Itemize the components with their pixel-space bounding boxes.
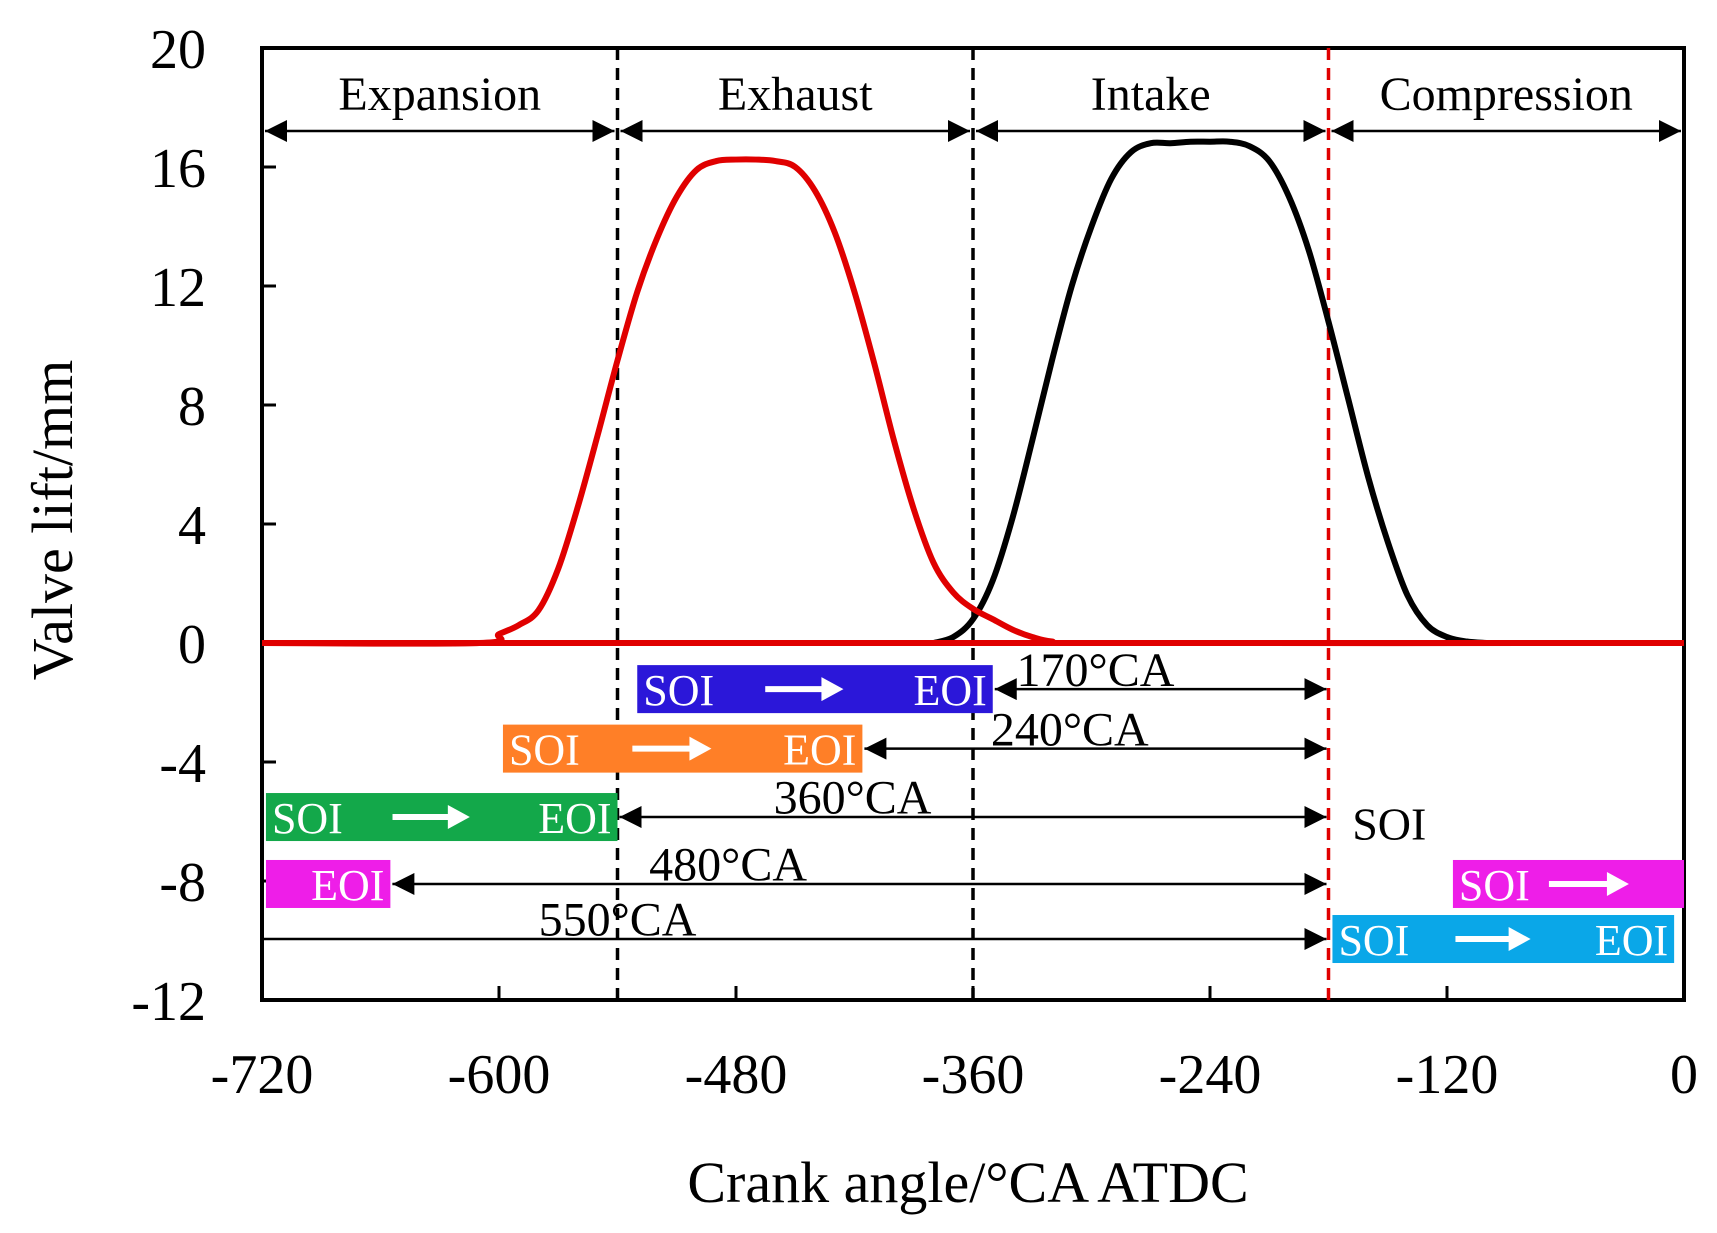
x-tick-label: -240 bbox=[1159, 1044, 1262, 1106]
phase-label: Exhaust bbox=[718, 68, 873, 121]
phase-label: Compression bbox=[1380, 68, 1633, 121]
eoi-label: EOI bbox=[783, 726, 856, 775]
injection-bar bbox=[265, 859, 391, 908]
y-tick-label: -12 bbox=[131, 971, 206, 1033]
y-tick-label: -8 bbox=[159, 852, 206, 914]
soi-label: SOI bbox=[509, 726, 580, 775]
y-tick-label: 8 bbox=[178, 376, 206, 438]
series bbox=[261, 138, 1685, 647]
injection-interval-label: 240°CA bbox=[991, 703, 1149, 756]
injection-window: SOI EOI 170°CA bbox=[637, 644, 1327, 715]
soi-label: SOI bbox=[272, 794, 343, 843]
phase-label: Expansion bbox=[338, 68, 541, 121]
y-axis-label: Valve lift/mm bbox=[20, 360, 85, 681]
injection-window: SOI EOI 240°CA bbox=[502, 703, 1327, 775]
x-tick-label: -720 bbox=[211, 1044, 314, 1106]
injection-window: EOI 480°CA bbox=[265, 839, 1327, 910]
y-tick-label: 0 bbox=[178, 614, 206, 676]
y-tick-label: -4 bbox=[159, 733, 206, 795]
soi-label: SOI bbox=[1459, 861, 1530, 910]
x-tick-label: -480 bbox=[685, 1044, 788, 1106]
x-tick-label: 0 bbox=[1670, 1044, 1698, 1106]
eoi-label: EOI bbox=[538, 794, 611, 843]
y-tick-label: 4 bbox=[178, 495, 206, 557]
intake-valve-lift-line bbox=[932, 138, 1487, 646]
injection-window: SOI EOI 360°CA bbox=[265, 772, 1327, 843]
x-tick-label: -120 bbox=[1396, 1044, 1499, 1106]
soi-label: SOI bbox=[643, 666, 714, 715]
phase-annotations: Expansion Exhaust Intake Compression bbox=[265, 48, 1681, 1000]
injection-arrow-head bbox=[689, 736, 712, 761]
injection-interval-label: 480°CA bbox=[649, 839, 807, 892]
injection-arrow-head bbox=[1508, 927, 1531, 952]
soi-label: SOI bbox=[1338, 916, 1409, 965]
y-tick-label: 20 bbox=[150, 19, 206, 81]
exhaust-valve-lift-line bbox=[261, 156, 1685, 647]
soi-annotation: SOI bbox=[1352, 799, 1426, 850]
injection-arrow-head bbox=[1606, 871, 1629, 896]
x-tick-label: -600 bbox=[448, 1044, 551, 1106]
phase-label: Intake bbox=[1091, 68, 1211, 121]
x-tick-label: -360 bbox=[922, 1044, 1025, 1106]
y-tick-label: 12 bbox=[150, 257, 206, 319]
injection-interval-label: 550°CA bbox=[539, 894, 697, 947]
injection-interval-label: 360°CA bbox=[774, 772, 932, 825]
eoi-label: EOI bbox=[311, 861, 384, 910]
eoi-label: EOI bbox=[1595, 916, 1668, 965]
x-axis-label: Crank angle/°CA ATDC bbox=[687, 1150, 1248, 1215]
injection-window: SOI bbox=[1452, 859, 1684, 910]
injection-window: SOI EOI 550°CA bbox=[262, 894, 1675, 965]
injection-arrow-head bbox=[821, 677, 844, 702]
injection-interval-label: 170°CA bbox=[1017, 644, 1175, 697]
y-tick-label: 16 bbox=[150, 138, 206, 200]
injection-arrow-head bbox=[447, 805, 470, 830]
eoi-label: EOI bbox=[913, 666, 986, 715]
